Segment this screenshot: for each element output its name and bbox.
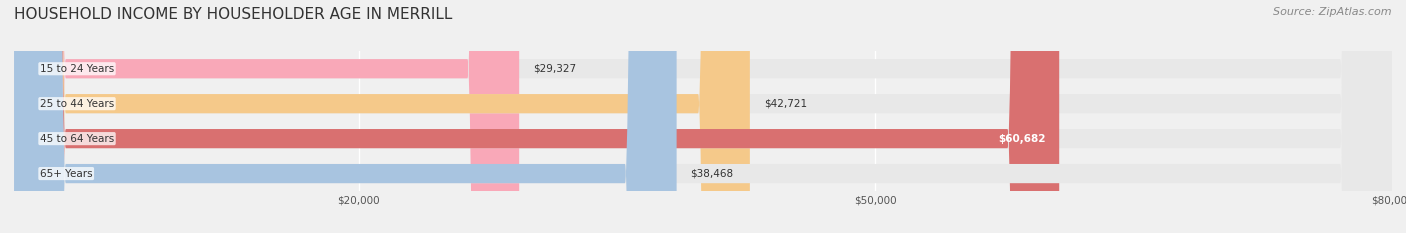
FancyBboxPatch shape: [14, 0, 1059, 233]
Text: $29,327: $29,327: [533, 64, 576, 74]
Text: 25 to 44 Years: 25 to 44 Years: [39, 99, 114, 109]
FancyBboxPatch shape: [14, 0, 1392, 233]
Text: $60,682: $60,682: [998, 134, 1046, 144]
Text: $38,468: $38,468: [690, 169, 734, 178]
FancyBboxPatch shape: [14, 0, 1392, 233]
FancyBboxPatch shape: [14, 0, 676, 233]
Text: 65+ Years: 65+ Years: [39, 169, 93, 178]
Text: Source: ZipAtlas.com: Source: ZipAtlas.com: [1274, 7, 1392, 17]
Text: $42,721: $42,721: [763, 99, 807, 109]
Text: 15 to 24 Years: 15 to 24 Years: [39, 64, 114, 74]
FancyBboxPatch shape: [14, 0, 1392, 233]
FancyBboxPatch shape: [14, 0, 519, 233]
FancyBboxPatch shape: [14, 0, 1392, 233]
Text: HOUSEHOLD INCOME BY HOUSEHOLDER AGE IN MERRILL: HOUSEHOLD INCOME BY HOUSEHOLDER AGE IN M…: [14, 7, 453, 22]
FancyBboxPatch shape: [14, 0, 749, 233]
Text: 45 to 64 Years: 45 to 64 Years: [39, 134, 114, 144]
